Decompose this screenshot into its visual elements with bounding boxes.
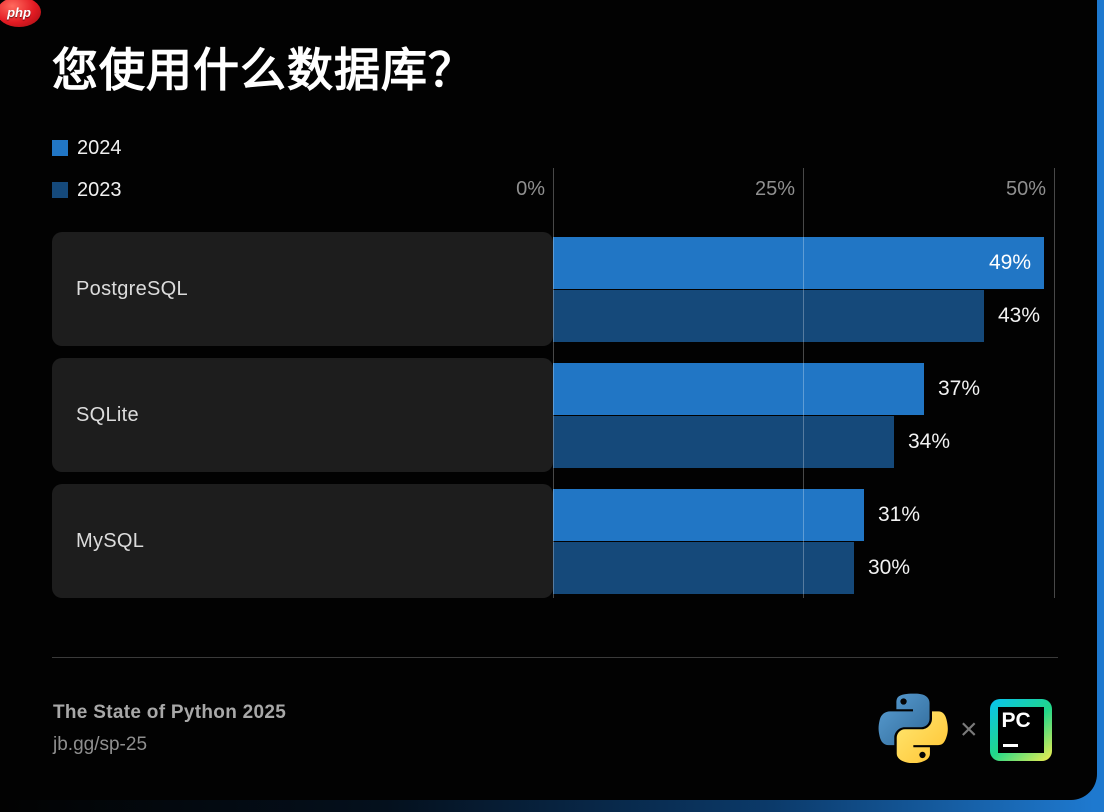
footer-logos: × PC <box>878 690 1058 770</box>
python-logo-icon <box>878 693 948 768</box>
axis-tick-50: 50% <box>1005 178 1046 200</box>
category-label-sqlite: SQLite <box>76 403 139 426</box>
bars-postgresql: 49% 43% <box>553 232 1097 346</box>
axis-tick-0: 0% <box>516 178 545 200</box>
legend-swatch-2023-icon <box>52 182 68 198</box>
axis-tick-25: 25% <box>754 178 795 200</box>
bars-mysql: 31% 30% <box>553 484 1097 598</box>
value-label-postgresql-2023: 43% <box>998 304 1041 327</box>
bar-mysql-2023: 30% <box>553 542 910 594</box>
bar-sqlite-2024: 37% <box>553 363 980 415</box>
value-label-postgresql-2024: 49% <box>988 251 1031 274</box>
multiply-separator: × <box>960 713 978 746</box>
bars-sqlite: 37% 34% <box>553 358 1097 472</box>
pycharm-logo-inner: PC <box>997 707 1044 753</box>
category-label-postgresql: PostgreSQL <box>76 277 188 300</box>
bar-postgresql-2024: 49% <box>553 237 1044 289</box>
row-panel-mysql: MySQL <box>52 484 553 598</box>
bar-sqlite-2023: 34% <box>553 416 950 468</box>
php-badge-icon: php <box>0 0 41 27</box>
bar-postgresql-2023: 43% <box>553 290 1040 342</box>
footer-divider <box>52 657 1058 658</box>
value-label-sqlite-2023: 34% <box>908 430 951 453</box>
footer-link: jb.gg/sp-25 <box>53 734 148 755</box>
legend-label-2024: 2024 <box>77 136 122 159</box>
value-label-mysql-2023: 30% <box>868 556 911 579</box>
pycharm-logo-icon: PC <box>989 699 1052 761</box>
value-label-sqlite-2024: 37% <box>938 377 981 400</box>
value-label-mysql-2024: 31% <box>878 503 921 526</box>
footer-title: The State of Python 2025 <box>53 702 287 723</box>
page-title: 您使用什么数据库？ <box>52 44 475 96</box>
legend-swatch-2024-icon <box>52 140 68 156</box>
pycharm-logo-text: PC <box>1001 709 1031 732</box>
legend-item-2023: 2023 <box>52 178 122 202</box>
legend-label-2023: 2023 <box>77 178 122 201</box>
row-panel-postgresql: PostgreSQL <box>52 232 553 346</box>
pycharm-underscore <box>1002 744 1018 747</box>
category-label-mysql: MySQL <box>76 529 145 552</box>
legend-item-2024: 2024 <box>52 136 122 160</box>
chart-legend: 2024 2023 <box>52 136 122 220</box>
chart-card: php 您使用什么数据库？ 2024 2023 0% 25% 50% Postg… <box>0 0 1097 800</box>
bar-mysql-2024: 31% <box>553 489 920 541</box>
row-panel-sqlite: SQLite <box>52 358 553 472</box>
